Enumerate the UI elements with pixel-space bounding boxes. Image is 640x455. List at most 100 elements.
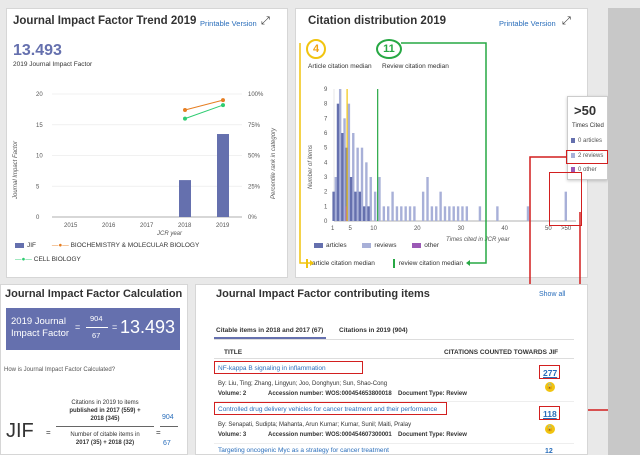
item2-doctype: Document Type: Review — [398, 432, 467, 438]
dist-y-tick: 9 — [324, 87, 328, 93]
trend-chart: Journal Impact Factor Percentile rank in… — [13, 92, 277, 237]
tabs-divider — [214, 339, 574, 340]
legend-bio: —●— BIOCHEMISTRY & MOLECULAR BIOLOGY — [52, 242, 199, 249]
legend-cell: —●— CELL BIOLOGY — [15, 256, 81, 263]
item3-title[interactable]: Targeting oncogenic Myc as a strategy fo… — [218, 447, 389, 454]
cell-line — [184, 104, 224, 120]
review-bar — [373, 191, 377, 221]
item1-title[interactable]: NF-kappa B signaling in inflammation — [218, 365, 326, 372]
trend-printable-link[interactable]: Printable Version — [200, 19, 257, 28]
article-median-circle: 4 — [306, 39, 326, 59]
right-scroll-area — [608, 8, 640, 455]
calc-equals: = — [75, 322, 81, 332]
popup-other-swatch — [571, 167, 575, 172]
item2-cites[interactable]: 118 — [543, 409, 557, 419]
legend-articles-label: articles — [326, 242, 347, 249]
reviews-swatch — [362, 242, 372, 248]
review-bar — [387, 206, 390, 221]
calc-equals-2: = — [112, 322, 118, 332]
gt50-bar-highlight — [549, 172, 582, 226]
header-divider — [214, 358, 574, 359]
how-calculated-link[interactable]: How is Journal Impact Factor Calculated? — [4, 367, 116, 373]
trend-y-tick: 15 — [36, 123, 43, 129]
trend-expand-icon[interactable]: ⤢ — [261, 15, 270, 27]
review-bar — [369, 177, 372, 221]
dist-x-tick: 5 — [348, 226, 352, 232]
item2-title-highlight — [214, 402, 447, 415]
citation-expand-icon[interactable]: ⤢ — [562, 15, 571, 27]
review-bar — [365, 162, 368, 221]
row2-divider — [214, 443, 574, 444]
legend-bio-label: BIOCHEMISTRY & MOLECULAR BIOLOGY — [70, 242, 200, 249]
legend-articles: articles — [314, 242, 347, 249]
formula-num-line1: Citations in 2019 to items — [71, 400, 139, 406]
citation-distribution-card: Citation distribution 2019 Printable Ver… — [295, 8, 588, 278]
article-bar — [367, 206, 370, 221]
formula-den-line2: 2017 (35) + 2018 (32) — [75, 440, 135, 446]
jif-value-label: 2019 Journal Impact Factor — [13, 61, 93, 68]
review-bar — [356, 147, 359, 221]
dist-y-tick: 5 — [324, 146, 328, 152]
popup-label: Times Cited — [572, 123, 604, 129]
trend-x-tick: 2015 — [64, 223, 78, 229]
formula-equals: = — [46, 428, 51, 437]
formula-numerator-text: Citations in 2019 to items published in … — [56, 399, 154, 423]
dist-y-label: Number of items — [308, 145, 314, 189]
popup-row-reviews: 2 reviews — [571, 153, 603, 159]
item3-cites[interactable]: 12 — [545, 448, 553, 455]
review-median-value: 11 — [383, 43, 395, 55]
legend-other-label: other — [424, 242, 440, 249]
trend-y-tick: 20 — [36, 92, 43, 98]
item1-doctype: Document Type: Review — [398, 391, 467, 397]
popup-row-other: 0 other — [571, 167, 597, 173]
dist-x-tick: 30 — [458, 226, 465, 232]
popup-reviews-swatch — [571, 153, 575, 158]
dist-y-tick: 1 — [324, 204, 328, 210]
tab-citable-items[interactable]: Citable items in 2018 and 2017 (67) — [216, 327, 324, 334]
dist-x-tick: 20 — [414, 226, 421, 232]
review-bar — [334, 177, 337, 221]
item2-authors: By: Senapati, Sudipta; Mahanta, Arun Kum… — [218, 422, 412, 428]
legend-reviews: reviews — [362, 242, 396, 249]
legend-other: other — [412, 242, 439, 249]
formula-value-line — [160, 426, 178, 427]
bio-point — [183, 107, 187, 112]
dist-y-tick: 8 — [324, 102, 328, 108]
jif-bar — [217, 134, 229, 217]
popup-reviews-highlight — [566, 150, 608, 164]
tab-citable-underline — [214, 337, 326, 339]
formula-num-value[interactable]: 904 — [162, 414, 174, 421]
cell-point — [183, 116, 187, 121]
trend-y2-tick: 75% — [248, 123, 261, 129]
cell-point — [221, 103, 225, 108]
calc-fraction-line — [86, 327, 108, 328]
review-bar — [456, 206, 460, 221]
review-bar — [347, 103, 351, 221]
review-bar — [343, 118, 346, 221]
item1-volume: Volume: 2 — [218, 391, 247, 397]
tab-citations[interactable]: Citations in 2019 (904) — [339, 327, 408, 334]
citation-printable-link[interactable]: Printable Version — [499, 19, 556, 28]
dist-x-label: Times cited in JCR year — [446, 237, 511, 243]
legend-jif: JIF — [15, 242, 36, 249]
review-bar — [404, 206, 407, 221]
bio-point — [221, 98, 225, 103]
other-swatch — [412, 242, 422, 248]
col-cites-header: CITATIONS COUNTED TOWARDS JIF — [444, 349, 559, 356]
review-bar — [395, 206, 399, 221]
item1-cites[interactable]: 277 — [543, 368, 558, 378]
show-all-link[interactable]: Show all — [539, 291, 566, 298]
article-median-line-legend — [306, 259, 308, 268]
calc-numerator: 904 — [90, 314, 103, 323]
legend-reviews-label: reviews — [374, 242, 397, 249]
item2-title[interactable]: Controlled drug delivery vehicles for ca… — [218, 406, 438, 413]
dist-legend: articles reviews other — [314, 242, 439, 249]
popup-value: >50 — [574, 103, 597, 118]
review-bar — [448, 206, 451, 221]
review-bar — [461, 206, 464, 221]
median-legend: article citation median review citation … — [306, 259, 463, 268]
trend-x-tick: 2019 — [216, 223, 230, 229]
popup-row-articles: 0 articles — [571, 138, 602, 144]
item1-title-highlight — [214, 361, 363, 374]
formula-den-value[interactable]: 67 — [163, 440, 171, 447]
